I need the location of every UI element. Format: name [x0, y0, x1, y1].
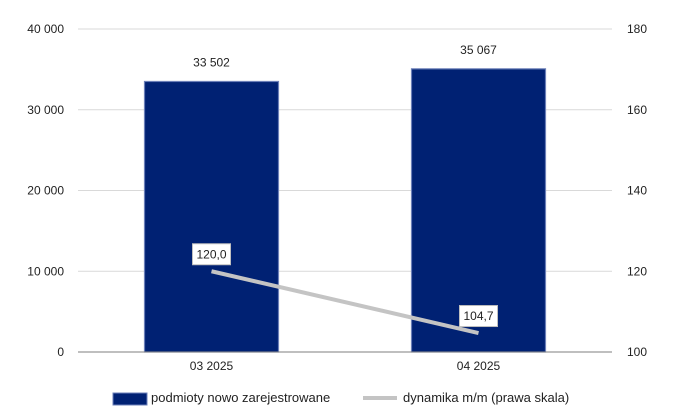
line-value-text: 120,0 [196, 247, 226, 261]
left-tick-label: 40 000 [27, 22, 64, 36]
x-axis: 03 2025 04 2025 [190, 359, 501, 373]
left-tick-label: 20 000 [27, 184, 64, 198]
right-axis: 100 120 140 160 180 [627, 22, 647, 359]
line-value-text: 104,7 [463, 309, 493, 323]
left-tick-label: 10 000 [27, 264, 64, 278]
right-tick-label: 120 [627, 264, 647, 278]
line-data-labels: 120,0 104,7 [192, 243, 498, 328]
legend: podmioty nowo zarejestrowane dynamika m/… [112, 390, 569, 406]
x-tick-label: 04 2025 [457, 359, 501, 373]
right-tick-label: 180 [627, 22, 647, 36]
bar-data-labels: 33 502 35 067 [193, 43, 497, 70]
line-value-box [459, 305, 498, 328]
right-tick-label: 100 [627, 345, 647, 359]
line-path [211, 269, 479, 335]
x-tick-label: 03 2025 [190, 359, 234, 373]
line-value-label: 104,7 [459, 305, 498, 328]
legend-swatch-bars [112, 392, 148, 406]
bar-value-label: 35 067 [460, 43, 497, 57]
left-tick-label: 0 [57, 345, 64, 359]
right-tick-label: 160 [627, 103, 647, 117]
line-value-label: 120,0 [192, 243, 231, 266]
line-value-box [192, 243, 231, 266]
right-tick-label: 140 [627, 184, 647, 198]
left-tick-label: 30 000 [27, 103, 64, 117]
legend-label-bars: podmioty nowo zarejestrowane [151, 390, 330, 405]
line-series [211, 269, 479, 335]
legend-label-line: dynamika m/m (prawa skala) [403, 390, 569, 405]
left-axis: 0 10 000 20 000 30 000 40 000 [27, 22, 64, 359]
bar [143, 80, 280, 353]
bar-value-label: 33 502 [193, 55, 230, 69]
